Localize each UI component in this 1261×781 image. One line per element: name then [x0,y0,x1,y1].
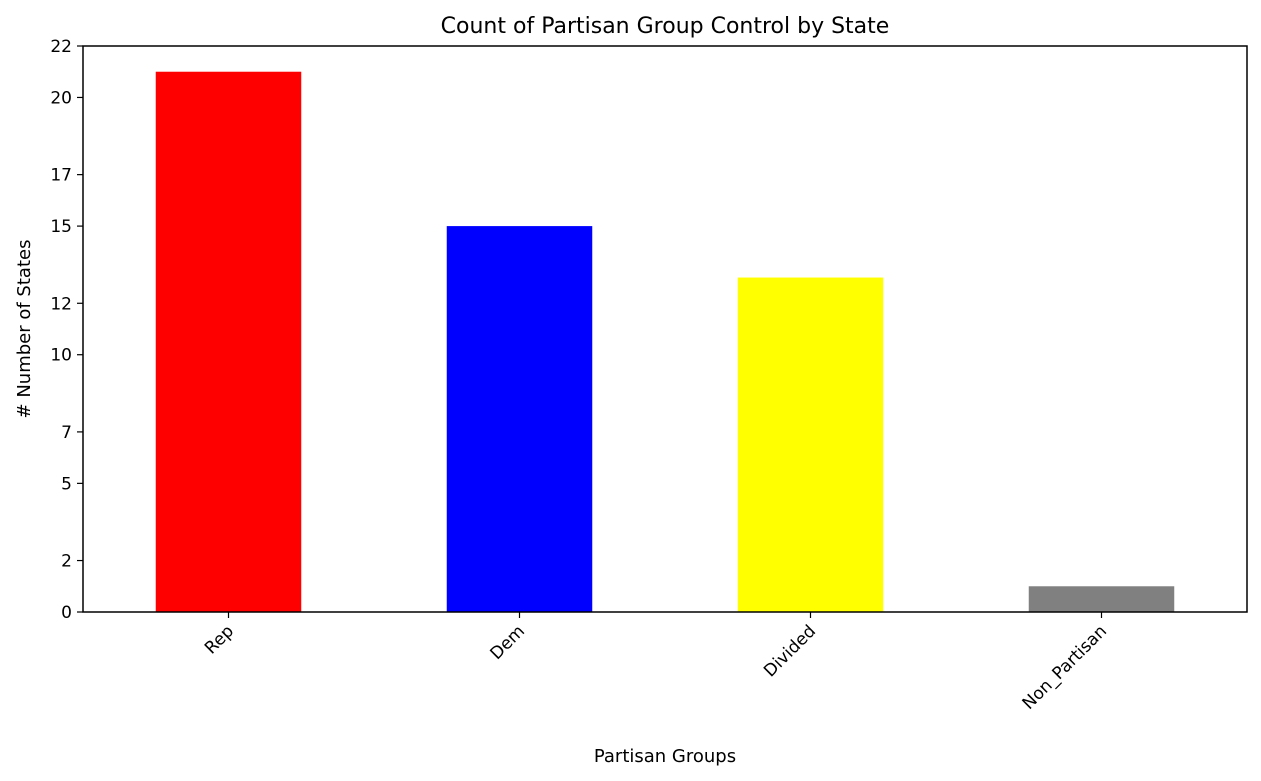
y-tick-label: 2 [61,552,72,572]
x-tick-label: Dem [487,621,530,664]
bar-non-partisan [1028,586,1175,612]
x-axis-label: Partisan Groups [594,746,736,767]
x-tick-label: Divided [760,621,820,681]
y-tick-label: 0 [61,603,72,623]
y-tick-label: 7 [61,423,72,443]
bar-rep [155,71,302,612]
y-tick-label: 10 [50,346,72,366]
y-axis-label: # Number of States [14,240,35,419]
y-tick-label: 17 [50,166,72,186]
bar-dem [446,226,593,612]
plot-frame [82,45,1248,613]
x-axis: Rep Dem Divided Non_Partisan [201,612,1111,714]
chart-title: Count of Partisan Group Control by State [441,14,890,39]
x-tick-label: Rep [201,621,238,658]
y-tick-label: 22 [50,37,72,57]
x-tick-label: Non_Partisan [1019,621,1111,713]
y-axis: 0 2 5 7 10 12 15 17 20 22 [50,37,83,623]
y-tick-label: 5 [61,474,72,494]
y-tick-label: 15 [50,217,72,237]
y-tick-label: 20 [50,88,72,108]
plot-area [155,71,1175,612]
bar-divided [737,277,884,612]
y-tick-label: 12 [50,294,72,314]
